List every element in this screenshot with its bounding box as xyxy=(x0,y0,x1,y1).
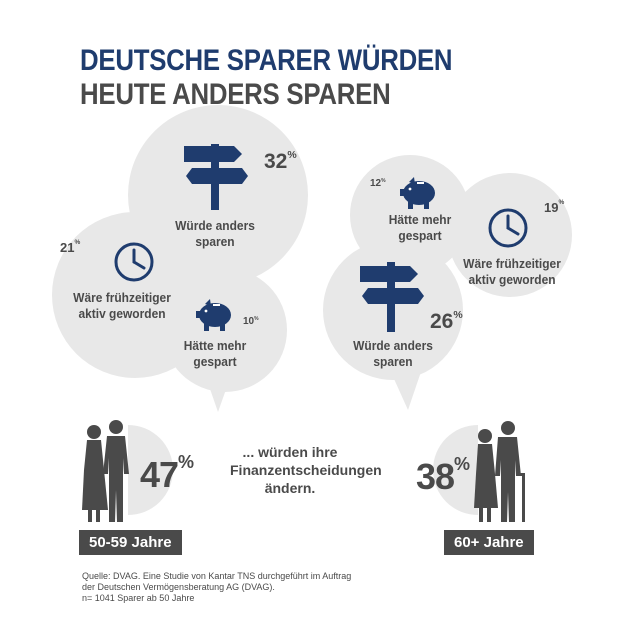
piggy-bank-icon xyxy=(196,299,231,331)
right-piggy-label: Hätte mehr gespart xyxy=(388,212,452,243)
right-clock-label: Wäre frühzeitiger aktiv geworden xyxy=(463,256,561,287)
backdrop-left xyxy=(128,425,173,515)
piggy-bank-icon xyxy=(400,177,435,209)
age-badge-60-plus: 60+ Jahre xyxy=(444,530,534,555)
left-share-value: 47% xyxy=(140,452,194,495)
bubble-right-middle xyxy=(448,173,572,297)
center-statement: ... würden ihre Finanzentscheidungen änd… xyxy=(230,444,382,496)
backdrop-right xyxy=(433,425,478,515)
right-signpost-label: Würde anders sparen xyxy=(353,338,433,369)
right-piggy-value: 12% xyxy=(370,177,386,190)
title-line-2: HEUTE ANDERS SPAREN xyxy=(80,78,391,111)
title-line-1: DEUTSCHE SPARER WÜRDEN xyxy=(80,44,453,77)
left-piggy-label: Hätte mehr gespart xyxy=(183,338,247,369)
right-signpost-value: 26% xyxy=(430,308,463,333)
right-share-value: 38% xyxy=(416,454,470,497)
clock-icon xyxy=(114,242,154,282)
elderly-couple-silhouette-icon xyxy=(474,421,525,522)
left-clock-value: 21% xyxy=(60,239,81,255)
signpost-icon xyxy=(360,262,424,332)
clock-icon xyxy=(488,208,528,248)
source-note: Quelle: DVAG. Eine Studie von Kantar TNS… xyxy=(82,571,352,603)
bubble-left-tail xyxy=(180,340,240,412)
age-badge-50-59: 50-59 Jahre xyxy=(79,530,182,555)
bubble-right-tail xyxy=(370,340,425,410)
left-signpost-value: 32% xyxy=(264,148,297,173)
left-piggy-value: 10% xyxy=(243,315,259,328)
couple-silhouette-icon xyxy=(82,420,129,522)
signpost-icon xyxy=(184,144,248,210)
left-signpost-label: Würde anders sparen xyxy=(175,218,255,249)
right-clock-value: 19% xyxy=(544,199,565,215)
left-clock-label: Wäre frühzeitiger aktiv geworden xyxy=(73,290,171,321)
